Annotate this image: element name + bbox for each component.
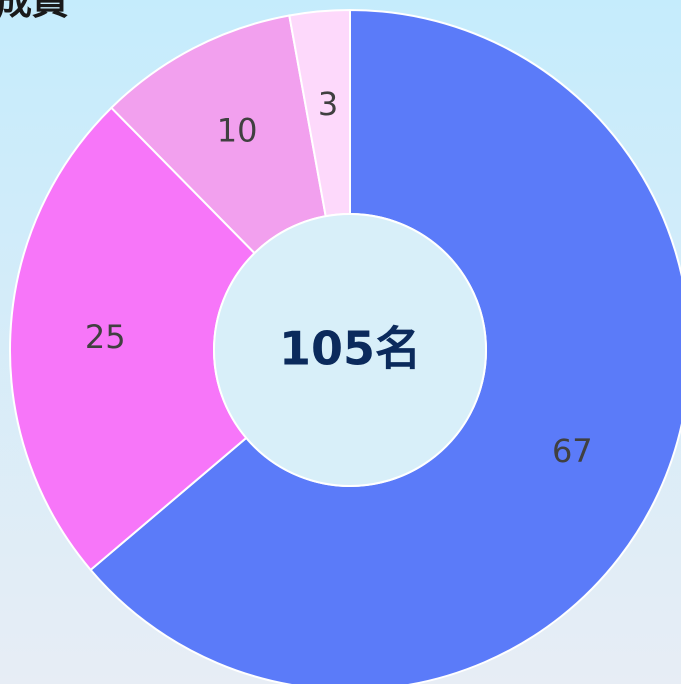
center-label: 105名 [279,322,421,376]
data-label: 25 [85,318,126,356]
donut [9,8,681,684]
data-label: 10 [217,112,258,150]
data-label: 3 [318,85,338,123]
data-label: 67 [552,432,593,470]
donut-hole [213,213,487,487]
chart-title: 成員 [0,0,68,23]
